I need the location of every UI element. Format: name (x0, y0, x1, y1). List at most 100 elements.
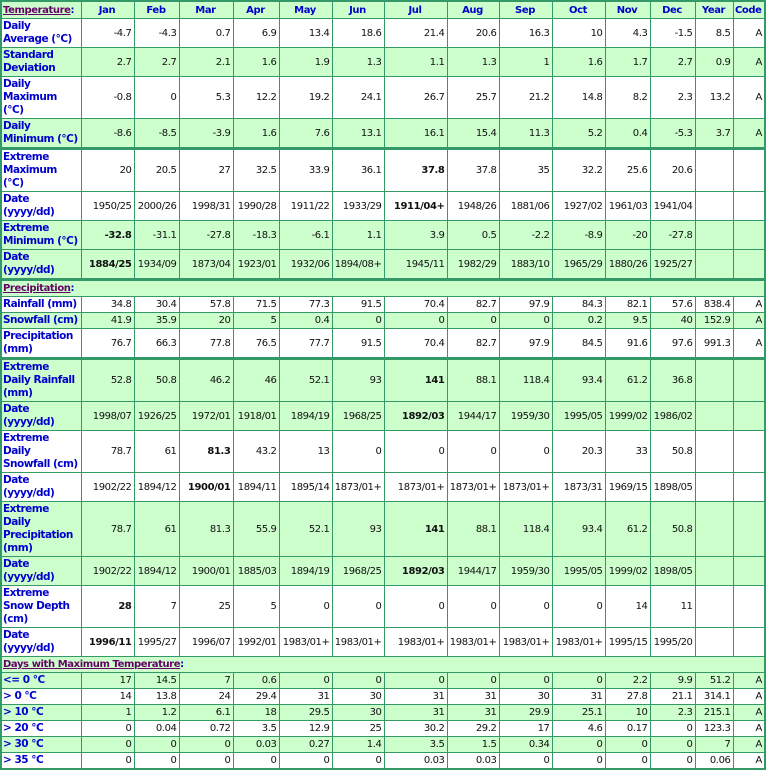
row-label: Precipitation (mm) (0, 328, 82, 359)
row-label: Date (yyyy/dd) (0, 556, 82, 586)
cell-jan: 20 (80, 147, 135, 192)
cell-jun: 1.4 (331, 736, 385, 753)
cell-mar: 1998/31 (178, 191, 234, 221)
cell-code: A (732, 704, 766, 721)
cell-code: A (732, 312, 766, 329)
cell-jul: 1911/04+ (383, 191, 448, 221)
cell-aug: 1982/29 (446, 249, 500, 280)
cell-apr: 0.03 (232, 736, 280, 753)
cell-code (732, 627, 766, 657)
column-header-dec: Dec (649, 0, 696, 19)
cell-aug: 82.7 (446, 328, 500, 359)
cell-aug: 37.8 (446, 147, 500, 192)
cell-jun: 36.1 (331, 147, 385, 192)
cell-may: 77.7 (278, 328, 333, 359)
column-header-feb: Feb (133, 0, 180, 19)
cell-sep: 97.9 (498, 296, 553, 313)
cell-sep: 30 (498, 688, 553, 705)
cell-nov: 1999/02 (604, 556, 651, 586)
cell-jan: 1902/22 (80, 556, 135, 586)
cell-jan: 1996/11 (80, 627, 135, 657)
cell-nov: 82.1 (604, 296, 651, 313)
header-row: Temperature: Jan Feb Mar Apr May Jun Jul Aug Sep O… (0, 0, 766, 19)
cell-code (732, 357, 766, 402)
cell-apr: 46 (232, 357, 280, 402)
cell-year: 215.1 (694, 704, 734, 721)
section-link-days-with-maximum-temperature[interactable]: Days with Maximum Temperature (3, 659, 181, 670)
cell-may: 19.2 (278, 76, 333, 119)
cell-mar: 20 (178, 312, 234, 329)
section-header-row: Precipitation: (0, 278, 766, 297)
cell-year: 991.3 (694, 328, 734, 359)
cell-mar: 2.1 (178, 47, 234, 77)
cell-may: -6.1 (278, 220, 333, 250)
cell-apr: 43.2 (232, 430, 280, 473)
cell-oct: 14.8 (551, 76, 606, 119)
cell-sep: 0 (498, 752, 553, 770)
table-row: Standard Deviation 2.7 2.7 2.1 1.6 1.9 1.3 1.1 1… (0, 47, 766, 77)
cell-feb: 20.5 (133, 147, 180, 192)
cell-may: 0 (278, 672, 333, 689)
cell-mar: 1900/01 (178, 472, 234, 502)
cell-nov: 8.2 (604, 76, 651, 119)
cell-jan: -4.7 (80, 18, 135, 48)
cell-apr: 5 (232, 312, 280, 329)
cell-jul: 1945/11 (383, 249, 448, 280)
cell-jan: 1998/07 (80, 401, 135, 431)
cell-apr: 1.6 (232, 118, 280, 149)
cell-aug: 1944/17 (446, 556, 500, 586)
cell-jul: 70.4 (383, 296, 448, 313)
cell-dec: 1941/04 (649, 191, 696, 221)
table-row: > 35 °C 0 0 0 0 0 0 0.03 0.03 0 0 0 0 0.06 A (0, 752, 766, 770)
cell-feb: -4.3 (133, 18, 180, 48)
cell-aug: 29.2 (446, 720, 500, 737)
cell-year: 123.3 (694, 720, 734, 737)
cell-feb: 50.8 (133, 357, 180, 402)
row-label: Extreme Daily Snowfall (cm) (0, 430, 82, 473)
cell-nov: 4.3 (604, 18, 651, 48)
section-link-precipitation[interactable]: Precipitation (3, 283, 71, 294)
cell-mar: 1873/04 (178, 249, 234, 280)
cell-oct: 25.1 (551, 704, 606, 721)
cell-code: A (732, 688, 766, 705)
cell-sep: 0 (498, 585, 553, 628)
table-row: Daily Average (°C) -4.7 -4.3 0.7 6.9 13.4 18.6… (0, 18, 766, 48)
cell-jan: 78.7 (80, 430, 135, 473)
cell-jul: 31 (383, 688, 448, 705)
cell-nov: 1880/26 (604, 249, 651, 280)
cell-oct: 84.3 (551, 296, 606, 313)
cell-mar: 57.8 (178, 296, 234, 313)
cell-dec: 9.9 (649, 672, 696, 689)
cell-aug: 88.1 (446, 501, 500, 557)
cell-sep: 118.4 (498, 501, 553, 557)
table-row: Date (yyyy/dd) 1996/11 1995/27 1996/07 1992/… (0, 627, 766, 657)
colon: : (70, 283, 75, 294)
cell-dec: 20.6 (649, 147, 696, 192)
cell-feb: 0 (133, 752, 180, 770)
cell-nov: 61.2 (604, 357, 651, 402)
cell-may: 33.9 (278, 147, 333, 192)
cell-oct: 0 (551, 736, 606, 753)
cell-sep: -2.2 (498, 220, 553, 250)
cell-oct: 93.4 (551, 357, 606, 402)
cell-jul: 0 (383, 312, 448, 329)
cell-feb: 14.5 (133, 672, 180, 689)
cell-jul: 3.9 (383, 220, 448, 250)
row-label: Daily Maximum (°C) (0, 76, 82, 119)
cell-mar: -27.8 (178, 220, 234, 250)
row-label: Extreme Daily Rainfall (mm) (0, 357, 82, 402)
cell-nov: 14 (604, 585, 651, 628)
cell-nov: 1961/03 (604, 191, 651, 221)
cell-jan: 1884/25 (80, 249, 135, 280)
table-row: > 10 °C 1 1.2 6.1 18 29.5 30 31 31 29.9 25.1 10 2.3 2… (0, 704, 766, 721)
section-link-temperature[interactable]: Temperature (3, 4, 71, 16)
cell-apr: 1918/01 (232, 401, 280, 431)
cell-nov: 1999/02 (604, 401, 651, 431)
cell-sep: 1881/06 (498, 191, 553, 221)
cell-may: 1983/01+ (278, 627, 333, 657)
cell-dec: 40 (649, 312, 696, 329)
cell-jan: -0.8 (80, 76, 135, 119)
cell-jul: 0 (383, 430, 448, 473)
cell-year: 3.7 (694, 118, 734, 149)
table-row: Date (yyyy/dd) 1884/25 1934/09 1873/04 1923/… (0, 249, 766, 280)
